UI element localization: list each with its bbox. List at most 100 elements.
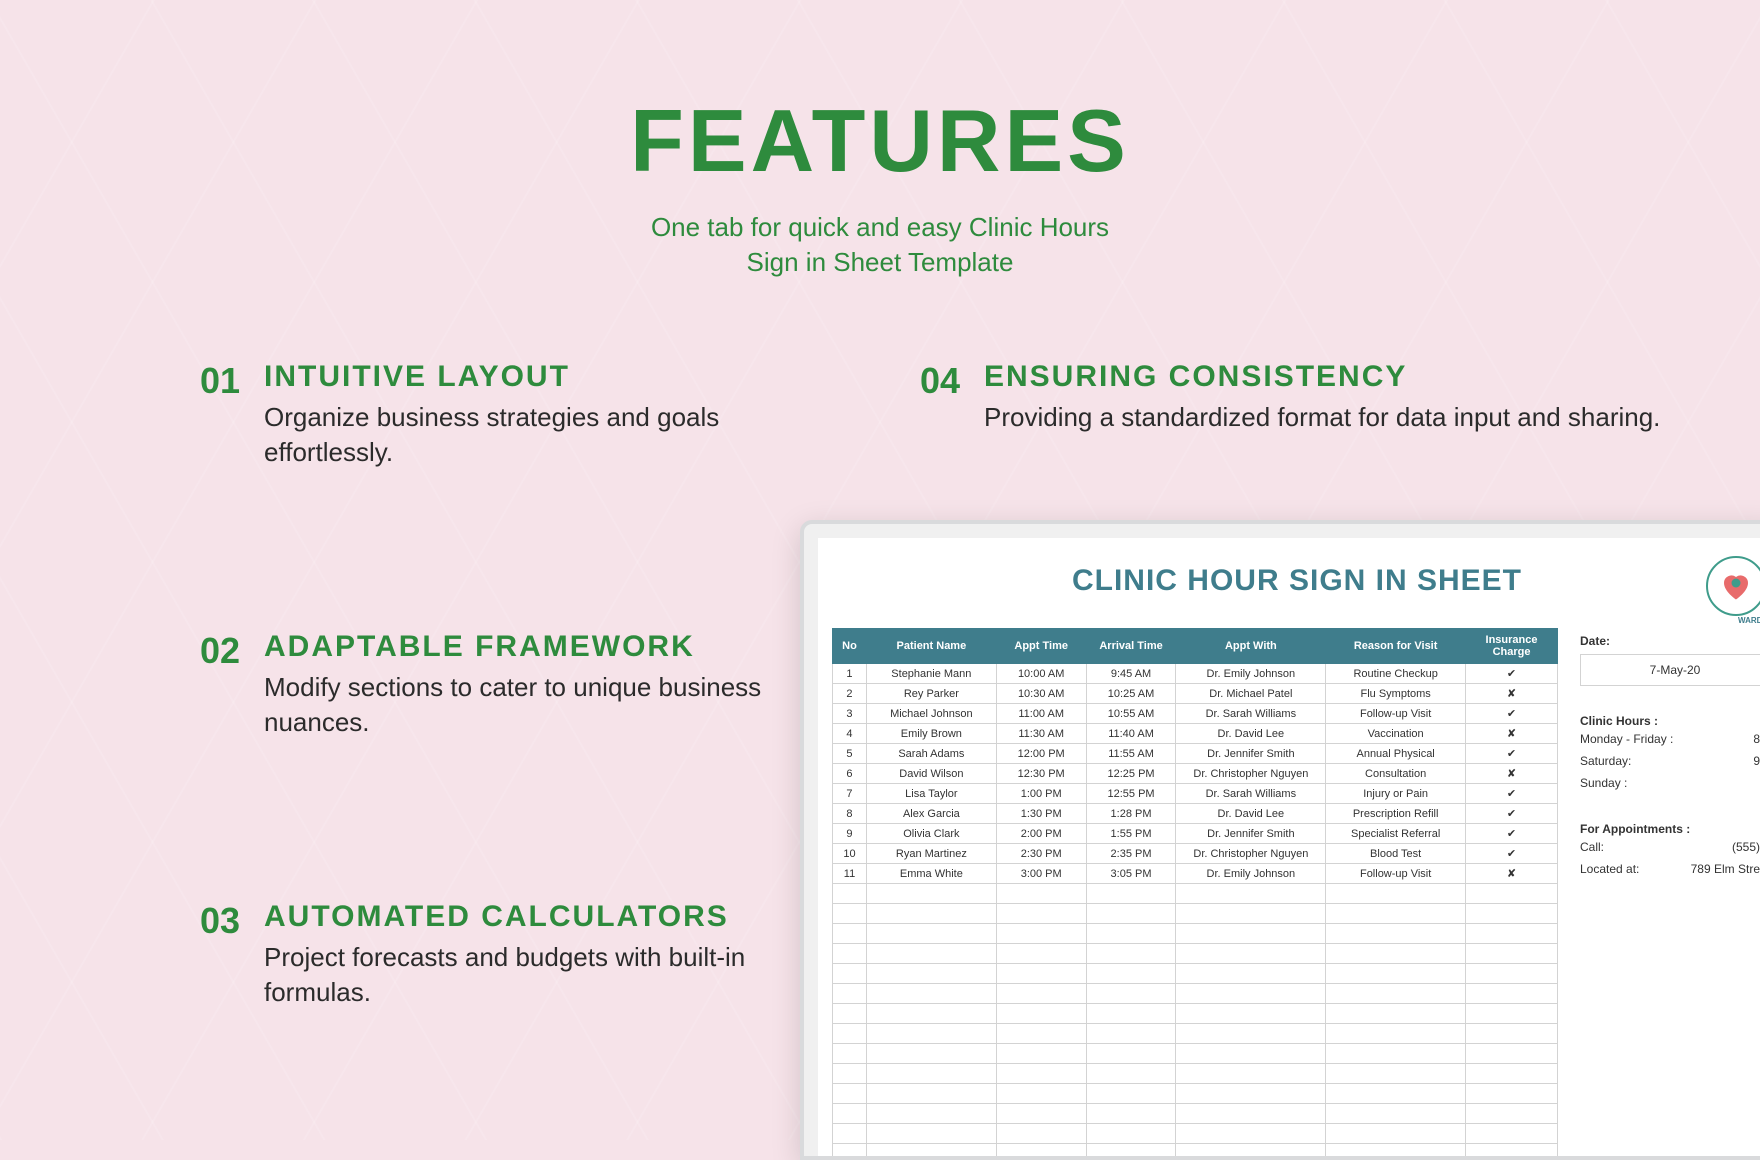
table-cell-empty xyxy=(996,1004,1086,1024)
table-cell: Dr. Emily Johnson xyxy=(1176,664,1326,684)
hero: FEATURES One tab for quick and easy Clin… xyxy=(0,0,1760,280)
table-cell: ✔ xyxy=(1466,824,1558,844)
table-cell-empty xyxy=(1466,964,1558,984)
table-row-empty xyxy=(833,1044,1558,1064)
table-cell: Rey Parker xyxy=(866,684,996,704)
table-cell-empty xyxy=(1086,964,1176,984)
table-cell-empty xyxy=(1466,1044,1558,1064)
table-row: 2Rey Parker10:30 AM10:25 AMDr. Michael P… xyxy=(833,684,1558,704)
table-cell-empty xyxy=(996,944,1086,964)
spreadsheet-mock-frame: CLINIC HOUR SIGN IN SHEET WARDIE NoPatie… xyxy=(800,520,1760,1160)
table-cell-empty xyxy=(1176,1064,1326,1084)
table-cell-empty xyxy=(1326,924,1466,944)
table-cell-empty xyxy=(1086,1044,1176,1064)
side-panel: Date: 7-May-20 Clinic Hours : Monday - F… xyxy=(1580,628,1760,1160)
table-cell: ✘ xyxy=(1466,864,1558,884)
table-cell-empty xyxy=(1176,884,1326,904)
table-cell-empty xyxy=(833,944,867,964)
table-row: 9Olivia Clark2:00 PM1:55 PMDr. Jennifer … xyxy=(833,824,1558,844)
table-cell: 6 xyxy=(833,764,867,784)
table-cell-empty xyxy=(1326,1024,1466,1044)
table-cell-empty xyxy=(1326,1004,1466,1024)
appt-key: Located at: xyxy=(1580,862,1639,876)
sheet-title: CLINIC HOUR SIGN IN SHEET xyxy=(818,564,1760,598)
feature-number: 02 xyxy=(200,630,264,740)
table-cell: 12:00 PM xyxy=(996,744,1086,764)
table-row-empty xyxy=(833,944,1558,964)
table-cell: Vaccination xyxy=(1326,724,1466,744)
table-row: 10Ryan Martinez2:30 PM2:35 PMDr. Christo… xyxy=(833,844,1558,864)
table-row: 6David Wilson12:30 PM12:25 PMDr. Christo… xyxy=(833,764,1558,784)
feature-number: 03 xyxy=(200,900,264,1010)
table-cell-empty xyxy=(1176,1104,1326,1124)
table-cell-empty xyxy=(1466,1084,1558,1104)
table-cell-empty xyxy=(1466,1124,1558,1144)
table-cell-empty xyxy=(1086,1144,1176,1160)
table-header-cell: Appt Time xyxy=(996,629,1086,664)
table-cell-empty xyxy=(866,884,996,904)
table-cell: 7 xyxy=(833,784,867,804)
table-cell: 1 xyxy=(833,664,867,684)
table-cell-empty xyxy=(833,924,867,944)
feature-title: AUTOMATED CALCULATORS xyxy=(264,900,820,934)
table-cell-empty xyxy=(833,984,867,1004)
table-cell-empty xyxy=(996,1124,1086,1144)
clinic-hours-row: Saturday:9:0 xyxy=(1580,750,1760,772)
table-cell: ✘ xyxy=(1466,724,1558,744)
appointment-row: Located at:789 Elm Street xyxy=(1580,858,1760,880)
table-cell-empty xyxy=(833,1004,867,1024)
feature-desc: Project forecasts and budgets with built… xyxy=(264,940,820,1010)
table-cell: Consultation xyxy=(1326,764,1466,784)
table-cell: 8 xyxy=(833,804,867,824)
table-cell: Dr. Jennifer Smith xyxy=(1176,824,1326,844)
table-cell-empty xyxy=(1086,1124,1176,1144)
feature-01: 01 INTUITIVE LAYOUT Organize business st… xyxy=(200,360,820,470)
table-cell-empty xyxy=(1086,984,1176,1004)
hours-key: Monday - Friday : xyxy=(1580,732,1673,746)
table-cell-empty xyxy=(996,964,1086,984)
table-cell-empty xyxy=(1176,984,1326,1004)
table-cell: Dr. Michael Patel xyxy=(1176,684,1326,704)
table-row-empty xyxy=(833,1104,1558,1124)
table-cell: Specialist Referral xyxy=(1326,824,1466,844)
date-label: Date: xyxy=(1580,634,1760,648)
table-cell-empty xyxy=(1176,1024,1326,1044)
table-cell: 11:30 AM xyxy=(996,724,1086,744)
table-cell: Dr. Sarah Williams xyxy=(1176,704,1326,724)
table-cell-empty xyxy=(996,1144,1086,1160)
table-row-empty xyxy=(833,1144,1558,1160)
table-cell: Lisa Taylor xyxy=(866,784,996,804)
table-cell-empty xyxy=(1176,964,1326,984)
subtitle-line2: Sign in Sheet Template xyxy=(747,247,1014,277)
table-cell: Michael Johnson xyxy=(866,704,996,724)
table-cell-empty xyxy=(1466,1024,1558,1044)
table-cell-empty xyxy=(1326,884,1466,904)
table-cell: 1:55 PM xyxy=(1086,824,1176,844)
table-header-cell: Arrival Time xyxy=(1086,629,1176,664)
table-cell-empty xyxy=(996,1024,1086,1044)
table-cell: 2 xyxy=(833,684,867,704)
table-row-empty xyxy=(833,964,1558,984)
page-subtitle: One tab for quick and easy Clinic Hours … xyxy=(0,210,1760,280)
table-cell-empty xyxy=(1086,884,1176,904)
table-cell-empty xyxy=(866,1004,996,1024)
feature-title: ADAPTABLE FRAMEWORK xyxy=(264,630,820,664)
table-cell-empty xyxy=(1086,1004,1176,1024)
table-cell: Dr. David Lee xyxy=(1176,804,1326,824)
table-cell-empty xyxy=(833,884,867,904)
table-cell-empty xyxy=(996,884,1086,904)
table-row-empty xyxy=(833,924,1558,944)
table-header-cell: Insurance Charge xyxy=(1466,629,1558,664)
table-cell: 1:28 PM xyxy=(1086,804,1176,824)
table-cell: Dr. Emily Johnson xyxy=(1176,864,1326,884)
feature-desc: Modify sections to cater to unique busin… xyxy=(264,670,820,740)
table-cell-empty xyxy=(996,904,1086,924)
table-header-cell: Patient Name xyxy=(866,629,996,664)
table-cell-empty xyxy=(1176,1044,1326,1064)
table-cell-empty xyxy=(866,1104,996,1124)
table-cell: Stephanie Mann xyxy=(866,664,996,684)
table-cell: 9 xyxy=(833,824,867,844)
subtitle-line1: One tab for quick and easy Clinic Hours xyxy=(651,212,1109,242)
table-cell-empty xyxy=(1176,924,1326,944)
table-cell: Dr. David Lee xyxy=(1176,724,1326,744)
